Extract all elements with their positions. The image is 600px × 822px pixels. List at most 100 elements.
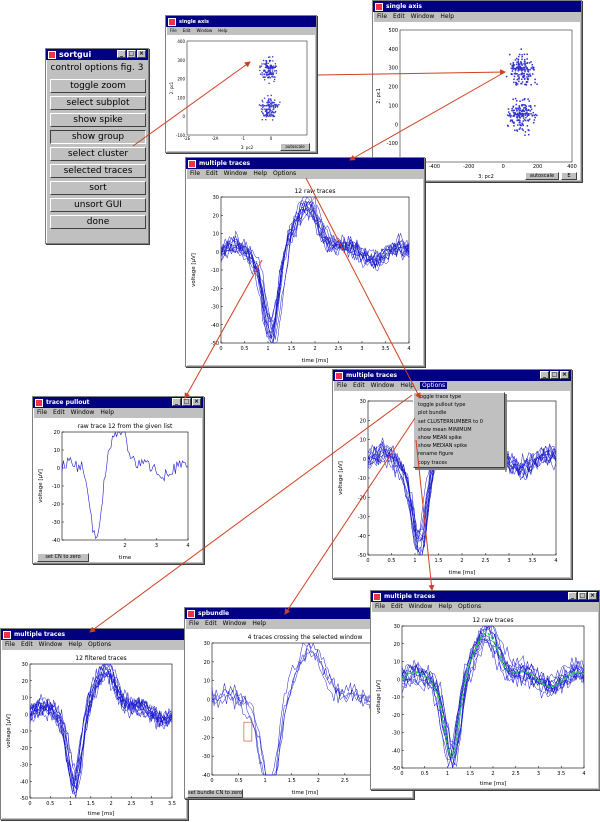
- autoscale-button-small[interactable]: autoscale: [280, 143, 310, 151]
- menu-edit[interactable]: Edit: [353, 382, 365, 389]
- x-tick-label: 0.5: [46, 801, 54, 807]
- menu-window[interactable]: Window: [223, 170, 248, 177]
- scatter-point: [271, 114, 273, 116]
- control-button-5[interactable]: selected traces: [50, 164, 146, 178]
- single-axis-small-title-bar[interactable]: single axis: [166, 16, 316, 27]
- menu-file[interactable]: File: [37, 409, 48, 416]
- mt1-title-bar[interactable]: multiple traces: [186, 158, 424, 169]
- menu-file[interactable]: File: [375, 603, 386, 610]
- menu-options[interactable]: Options: [458, 603, 482, 610]
- options-menu-item-5[interactable]: show MEAN spike: [418, 434, 462, 441]
- control-button-4[interactable]: select cluster: [50, 147, 146, 161]
- control-title-bar[interactable]: sortgui _ □ ×: [46, 49, 148, 60]
- scatter-point: [525, 67, 528, 69]
- options-menu-item-2[interactable]: plot bundle: [418, 410, 447, 417]
- maximize-icon[interactable]: □: [578, 592, 587, 600]
- close-icon[interactable]: ×: [588, 592, 597, 600]
- minimize-icon[interactable]: _: [540, 371, 549, 379]
- menu-edit[interactable]: Edit: [205, 620, 217, 627]
- scatter-point: [530, 106, 532, 109]
- menu-options[interactable]: Options: [88, 641, 112, 648]
- menu-window[interactable]: Window: [408, 603, 433, 610]
- maximize-icon[interactable]: □: [182, 398, 191, 406]
- menu-window[interactable]: Window: [38, 641, 63, 648]
- menu-edit[interactable]: Edit: [182, 28, 191, 33]
- menu-help[interactable]: Help: [440, 13, 455, 20]
- control-button-6[interactable]: sort: [50, 181, 146, 195]
- menu-edit[interactable]: Edit: [206, 170, 218, 177]
- menu-options[interactable]: Options: [420, 382, 448, 389]
- menu-file[interactable]: File: [377, 13, 388, 20]
- options-menu-item-3[interactable]: set CLUSTERNUMBER to 0: [418, 418, 483, 425]
- menu-window[interactable]: Window: [370, 382, 395, 389]
- menu-options[interactable]: Options: [273, 170, 297, 177]
- close-icon[interactable]: ×: [192, 398, 201, 406]
- maximize-icon[interactable]: □: [127, 50, 136, 58]
- minimize-icon[interactable]: _: [117, 50, 126, 58]
- options-menu-item-6[interactable]: show MEDIAN spike: [418, 443, 468, 450]
- pullout-plot[interactable]: 20 10 0 -10 -20 -30 -40 2 3 4 raw trace 12 from th…: [34, 418, 202, 562]
- menu-file[interactable]: File: [170, 28, 177, 33]
- control-button-2[interactable]: show spike: [50, 113, 146, 127]
- menu-window[interactable]: Window: [70, 409, 95, 416]
- menu-file[interactable]: File: [337, 382, 348, 389]
- menu-edit[interactable]: Edit: [21, 641, 33, 648]
- control-button-0[interactable]: toggle zoom: [50, 79, 146, 93]
- menu-file[interactable]: File: [5, 641, 16, 648]
- menu-file[interactable]: File: [189, 620, 200, 627]
- scatter-point: [265, 67, 268, 69]
- menu-edit[interactable]: Edit: [393, 13, 405, 20]
- scatter-point: [274, 111, 276, 113]
- options-menu-item-0[interactable]: toggle trace type: [418, 394, 462, 400]
- set-bundle-cn-zero-button[interactable]: set bundle CN to zero: [187, 789, 243, 798]
- options-menu-item-7[interactable]: rename figure: [418, 451, 454, 458]
- selection-window[interactable]: [243, 721, 253, 742]
- scatter-point: [524, 60, 526, 63]
- maximize-icon[interactable]: □: [550, 371, 559, 379]
- menu-help[interactable]: Help: [68, 641, 83, 648]
- minimize-icon[interactable]: _: [172, 398, 181, 406]
- close-icon[interactable]: ×: [137, 50, 146, 58]
- options-menu-item-1[interactable]: toggle pullout type: [418, 402, 466, 409]
- mt4-title-bar[interactable]: multiple traces _ □ ×: [371, 591, 599, 602]
- menu-file[interactable]: File: [190, 170, 201, 177]
- matlab-icon: [48, 50, 56, 59]
- menu-edit[interactable]: Edit: [391, 603, 403, 610]
- menu-help[interactable]: Help: [438, 603, 453, 610]
- scatter-point: [512, 106, 514, 108]
- set-cn-zero-button[interactable]: set CN to zero: [37, 553, 89, 562]
- menu-window[interactable]: Window: [196, 28, 213, 33]
- close-icon[interactable]: ×: [560, 371, 569, 379]
- control-button-1[interactable]: select subplot: [50, 96, 146, 110]
- mt3-title-bar[interactable]: multiple traces: [1, 629, 187, 640]
- options-menu-item-4[interactable]: show mean MINIMUM: [418, 426, 472, 433]
- control-button-7[interactable]: unsort GUI: [50, 198, 146, 212]
- autoscale-button-large[interactable]: autoscale: [525, 172, 559, 180]
- pullout-title-bar[interactable]: trace pullout _ □ ×: [33, 397, 203, 408]
- scatter-point: [278, 103, 280, 106]
- control-button-3[interactable]: show group: [50, 130, 146, 144]
- menu-help[interactable]: Help: [400, 382, 415, 389]
- scatter-point: [520, 72, 523, 75]
- menu-help[interactable]: Help: [253, 170, 268, 177]
- menu-help[interactable]: Help: [100, 409, 115, 416]
- menu-window[interactable]: Window: [410, 13, 435, 20]
- scatter-point: [269, 110, 271, 112]
- scatter-point: [269, 114, 271, 116]
- menu-window[interactable]: Window: [222, 620, 247, 627]
- scatter-point: [266, 101, 268, 104]
- options-menu-item-8[interactable]: copy traces: [418, 459, 448, 466]
- e-button-large[interactable]: E: [561, 172, 577, 180]
- menu-edit[interactable]: Edit: [53, 409, 65, 416]
- control-button-8[interactable]: done: [50, 215, 146, 229]
- menu-help[interactable]: Help: [252, 620, 267, 627]
- single-axis-large-title-bar[interactable]: single axis: [373, 1, 581, 12]
- mt2-title-bar[interactable]: multiple traces _ □ ×: [333, 370, 571, 381]
- menu-help[interactable]: Help: [218, 28, 228, 33]
- minimize-icon[interactable]: _: [568, 592, 577, 600]
